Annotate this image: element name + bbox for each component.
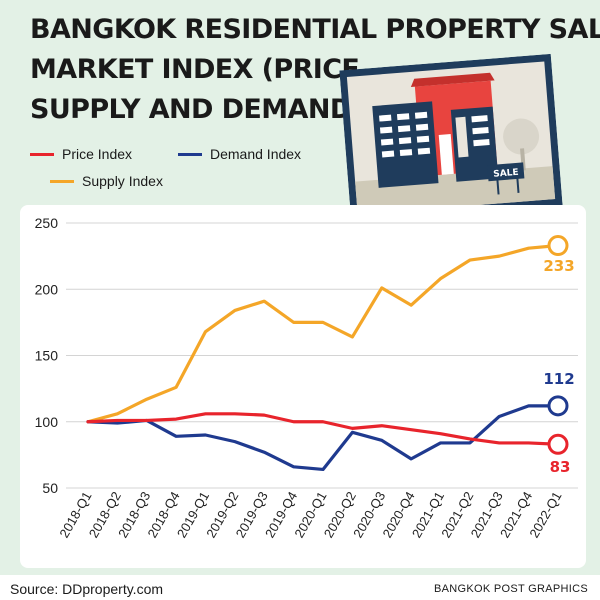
x-axis-ticks: 2018-Q12018-Q22018-Q32018-Q42019-Q12019-… <box>56 489 564 540</box>
legend-item-demand: Demand Index <box>178 146 301 162</box>
title-line-3: SUPPLY AND DEMAND) <box>30 94 364 125</box>
house-wall-navy <box>372 101 439 188</box>
y-tick-label-100: 100 <box>35 414 59 430</box>
y-tick-label-250: 250 <box>35 215 59 231</box>
y-tick-label-50: 50 <box>42 480 58 496</box>
end-marker-supply <box>547 235 569 257</box>
source-note: Source: DDproperty.com <box>10 581 164 597</box>
series-lines <box>86 243 560 472</box>
grid-lines <box>66 222 578 489</box>
window-icon <box>379 111 490 158</box>
house-illustration: SALE <box>339 53 563 223</box>
tree-icon <box>503 118 540 155</box>
door-icon <box>438 134 454 175</box>
sale-sign <box>487 162 525 182</box>
legend-swatch-supply <box>50 179 74 183</box>
end-label-demand: 112 <box>543 370 574 388</box>
legend-swatch-demand <box>178 152 202 156</box>
y-axis-ticks: 50 100 150 200 250 <box>35 215 59 496</box>
sale-sign-text: SALE <box>493 168 519 180</box>
legend-label-supply: Supply Index <box>82 173 163 189</box>
y-tick-label-200: 200 <box>35 281 59 297</box>
legend-item-supply: Supply Index <box>50 173 163 189</box>
series-line-demand <box>86 404 560 472</box>
graphics-credit: BANGKOK POST GRAPHICS <box>433 583 588 595</box>
legend-label-price: Price Index <box>62 146 133 162</box>
chart-card <box>20 205 586 568</box>
title-line-1: BANGKOK RESIDENTIAL PROPERTY SALE <box>30 14 600 45</box>
legend-item-price: Price Index <box>30 146 132 162</box>
legend-swatch-price <box>30 152 54 156</box>
y-tick-label-150: 150 <box>35 348 59 364</box>
end-label-supply: 233 <box>543 257 574 275</box>
series-line-price <box>86 412 560 446</box>
end-marker-demand <box>547 395 569 417</box>
legend-label-demand: Demand Index <box>210 146 302 162</box>
end-markers: 233 112 83 <box>543 235 575 476</box>
house-for-sale-icon: SALE <box>339 53 563 223</box>
end-label-price: 83 <box>550 458 571 476</box>
series-line-supply <box>86 243 560 424</box>
title-line-2: MARKET INDEX (PRICE, <box>30 54 370 85</box>
end-marker-price <box>547 433 569 455</box>
